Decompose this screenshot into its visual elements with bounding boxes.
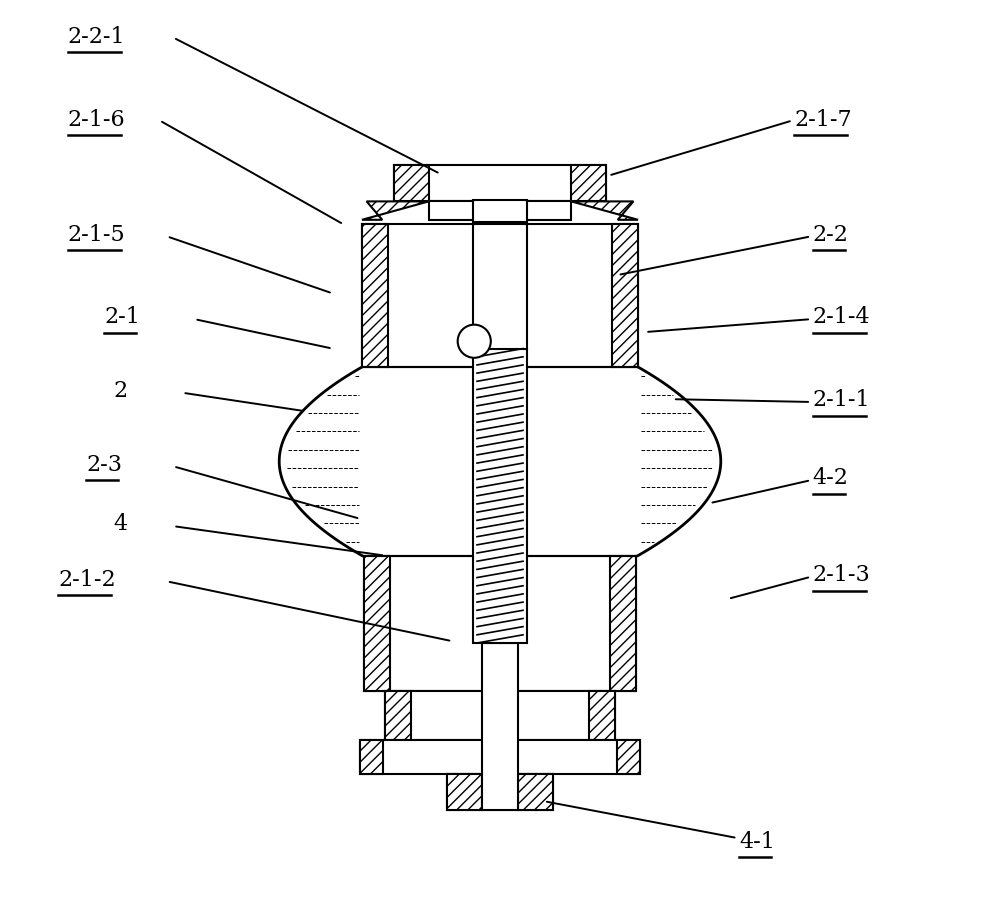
Bar <box>482 643 518 811</box>
Text: 2-1-2: 2-1-2 <box>58 568 116 590</box>
Polygon shape <box>610 556 636 691</box>
Bar <box>394 165 606 202</box>
Bar <box>362 225 638 368</box>
Bar <box>360 740 640 774</box>
Circle shape <box>458 325 491 358</box>
Text: 2: 2 <box>114 380 128 402</box>
Bar <box>364 556 636 691</box>
Text: 2-2-1: 2-2-1 <box>68 26 125 48</box>
Text: 2-3: 2-3 <box>86 453 122 475</box>
Polygon shape <box>360 740 383 774</box>
Polygon shape <box>612 225 638 368</box>
Text: 2-2: 2-2 <box>813 223 849 245</box>
Text: 2-1-3: 2-1-3 <box>813 563 871 585</box>
Text: 2-1: 2-1 <box>104 306 140 328</box>
Text: 2-1-6: 2-1-6 <box>68 108 125 130</box>
Polygon shape <box>589 691 615 740</box>
Text: 4-2: 4-2 <box>813 467 849 489</box>
Text: 2-1-7: 2-1-7 <box>794 108 852 130</box>
Text: 2-1-5: 2-1-5 <box>68 223 125 245</box>
Polygon shape <box>447 774 482 811</box>
Bar <box>447 774 553 811</box>
Polygon shape <box>571 202 638 221</box>
Polygon shape <box>362 202 429 221</box>
Polygon shape <box>394 165 429 202</box>
Polygon shape <box>518 774 553 811</box>
Text: 4-1: 4-1 <box>739 830 775 852</box>
Text: 2-1-1: 2-1-1 <box>813 389 870 411</box>
Bar <box>473 200 527 222</box>
Text: 2-1-4: 2-1-4 <box>813 306 870 328</box>
Bar <box>385 691 615 740</box>
Polygon shape <box>385 691 411 740</box>
Polygon shape <box>571 165 606 202</box>
Polygon shape <box>617 740 640 774</box>
Polygon shape <box>362 225 388 368</box>
Text: 4: 4 <box>114 513 128 535</box>
Bar <box>473 349 527 643</box>
Bar <box>429 202 571 221</box>
Polygon shape <box>364 556 390 691</box>
